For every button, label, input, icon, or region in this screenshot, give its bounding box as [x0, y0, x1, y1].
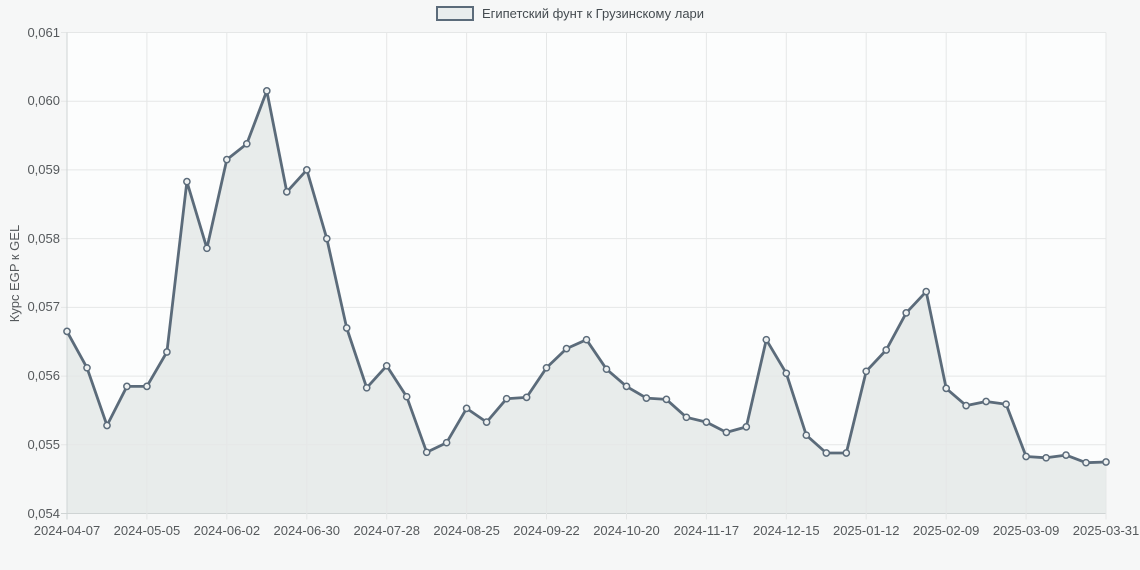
- data-point-marker[interactable]: [582, 335, 591, 344]
- data-point-marker[interactable]: [382, 361, 391, 370]
- x-axis-tick-label: 2024-05-05: [113, 523, 181, 538]
- x-axis-tick-label: 2025-02-09: [912, 523, 980, 538]
- data-point-marker[interactable]: [642, 394, 651, 402]
- data-point-marker[interactable]: [702, 418, 711, 426]
- data-point-marker[interactable]: [882, 346, 891, 354]
- x-axis-tick-label: 2024-04-07: [33, 523, 101, 538]
- data-point-marker[interactable]: [942, 384, 951, 393]
- data-point-marker[interactable]: [462, 404, 471, 413]
- data-point-marker[interactable]: [502, 394, 511, 403]
- x-axis-tick-label: 2024-11-17: [673, 523, 740, 538]
- y-axis-tick-label: 0,055: [27, 436, 60, 452]
- legend-swatch-icon: [435, 6, 474, 21]
- data-point-marker[interactable]: [1082, 458, 1090, 467]
- x-axis-tick-label: 2024-09-22: [513, 523, 580, 538]
- data-point-marker[interactable]: [982, 397, 990, 406]
- data-point-marker[interactable]: [203, 244, 211, 253]
- x-axis-tick-label: 2024-06-30: [273, 523, 341, 538]
- data-point-marker[interactable]: [482, 418, 491, 426]
- y-axis-tick-label: 0,056: [27, 368, 60, 384]
- data-point-marker[interactable]: [762, 335, 771, 344]
- data-point-marker[interactable]: [342, 324, 351, 332]
- data-point-marker[interactable]: [1042, 453, 1050, 462]
- x-axis-tick-label: 2025-03-09: [992, 523, 1060, 538]
- data-point-marker[interactable]: [1062, 451, 1070, 459]
- data-point-marker[interactable]: [682, 413, 691, 422]
- data-point-marker[interactable]: [63, 327, 71, 336]
- data-point-marker[interactable]: [322, 234, 331, 243]
- data-point-marker[interactable]: [123, 382, 131, 391]
- data-point-marker[interactable]: [302, 166, 311, 174]
- data-point-marker[interactable]: [422, 448, 431, 457]
- y-axis-tick-label: 0,060: [27, 93, 60, 109]
- legend[interactable]: Египетский фунт к Грузинскому лари: [0, 6, 1140, 21]
- data-point-marker[interactable]: [262, 87, 271, 95]
- data-point-marker[interactable]: [922, 287, 931, 296]
- area-fill: [67, 90, 1106, 514]
- data-point-marker[interactable]: [842, 449, 851, 457]
- data-point-marker[interactable]: [183, 177, 191, 186]
- x-axis-tick-label: 2024-07-28: [353, 523, 420, 538]
- legend-label: Египетский фунт к Грузинскому лари: [481, 6, 705, 21]
- data-point-marker[interactable]: [622, 382, 631, 391]
- x-axis-tick-label: 2024-12-15: [753, 523, 820, 538]
- data-point-marker[interactable]: [742, 423, 751, 431]
- data-point-marker[interactable]: [542, 363, 551, 372]
- data-point-marker[interactable]: [822, 449, 831, 457]
- data-point-marker[interactable]: [962, 401, 970, 410]
- data-point-marker[interactable]: [362, 383, 371, 392]
- y-axis-tick-label: 0,061: [27, 24, 60, 40]
- data-point-marker[interactable]: [902, 309, 911, 317]
- y-axis-tick-label: 0,059: [27, 161, 60, 177]
- y-axis-tick-label: 0,057: [27, 299, 60, 315]
- data-point-marker[interactable]: [282, 188, 291, 196]
- data-point-marker[interactable]: [1102, 458, 1110, 466]
- data-point-marker[interactable]: [1022, 452, 1030, 461]
- x-axis-tick-label: 2024-06-02: [193, 523, 261, 538]
- data-point-marker[interactable]: [402, 392, 411, 401]
- data-point-marker[interactable]: [143, 382, 151, 391]
- data-point-marker[interactable]: [1002, 400, 1010, 409]
- x-axis-tick-label: 2025-01-12: [832, 523, 900, 538]
- x-axis-tick-label: 2025-03-31: [1072, 523, 1140, 538]
- data-point-marker[interactable]: [83, 363, 91, 372]
- data-point-marker[interactable]: [242, 139, 251, 148]
- data-point-marker[interactable]: [602, 365, 611, 374]
- data-point-marker[interactable]: [802, 431, 811, 440]
- x-axis-tick-label: 2024-10-20: [593, 523, 660, 538]
- data-point-marker[interactable]: [662, 395, 671, 404]
- data-point-marker[interactable]: [562, 344, 571, 353]
- data-point-marker[interactable]: [103, 421, 111, 430]
- data-point-marker[interactable]: [163, 348, 171, 356]
- data-point-marker[interactable]: [722, 428, 731, 437]
- data-point-marker[interactable]: [442, 438, 451, 447]
- data-point-marker[interactable]: [522, 393, 531, 402]
- x-axis-tick-label: 2024-08-25: [433, 523, 500, 538]
- data-point-marker[interactable]: [782, 369, 791, 378]
- y-axis-tick-label: 0,054: [27, 505, 60, 521]
- data-point-marker[interactable]: [862, 367, 871, 376]
- data-point-marker[interactable]: [222, 155, 231, 164]
- y-axis-tick-label: 0,058: [27, 230, 60, 246]
